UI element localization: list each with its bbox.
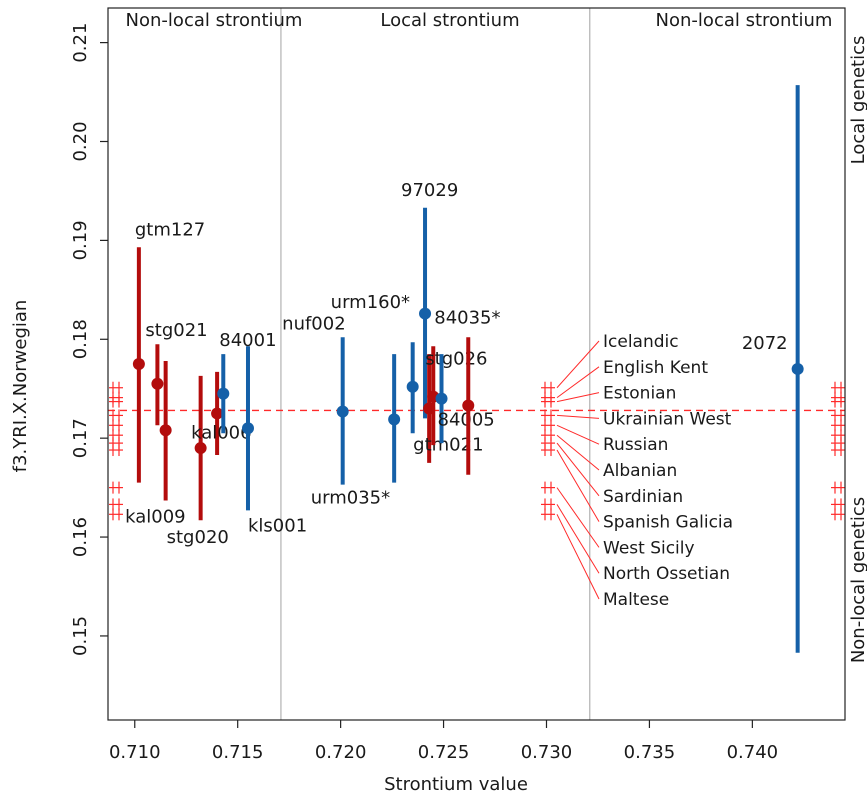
population-labels: Icelandic English Kent Estonian Ukrainian W… [556,332,733,610]
population-leader-line [556,392,600,403]
population-leader-line [556,366,600,399]
genetics-label-local: Local genetics [848,36,867,165]
population-label: Ukrainian West [603,409,732,429]
region-label-nonlocal-left: Non-local strontium [126,10,303,31]
data-point [151,377,164,390]
data-point [462,399,475,412]
y-tick-label: 0.15 [70,616,91,656]
population-label: Estonian [603,384,676,404]
population-leader-line [556,424,600,445]
y-axis: 0.15 0.16 0.17 0.18 0.19 0.20 0.21 [70,23,108,656]
population-leader-line [556,487,600,548]
population-leader-line [556,434,600,471]
data-point [791,362,804,375]
data-point [435,392,448,405]
x-tick-label: 0.720 [315,742,367,763]
data-point [388,413,401,426]
data-point [132,358,145,370]
data-point-label: stg020 [167,527,229,548]
y-tick-label: 0.16 [70,517,91,557]
population-label: English Kent [603,358,708,378]
population-label: West Sicily [603,538,695,558]
x-tick-label: 0.715 [212,742,264,763]
data-point-label: urm160* [331,292,410,313]
data-point-label: stg021 [145,320,207,341]
x-axis: 0.710 0.715 0.720 0.725 0.730 0.735 0.740 [109,720,778,763]
population-label: Russian [603,435,668,455]
data-point [406,380,419,393]
data-point-label: 97029 [401,180,458,201]
x-tick-label: 0.725 [418,742,470,763]
y-tick-label: 0.17 [70,418,91,458]
data-point [159,424,172,437]
population-leader-line [556,449,600,522]
data-point [419,307,432,320]
x-tick-label: 0.735 [624,742,676,763]
population-label: Spanish Galicia [603,513,733,533]
population-leader-line [556,340,600,389]
data-point-label: urm035* [311,488,390,509]
y-tick-label: 0.18 [70,319,91,359]
y-tick-label: 0.21 [70,23,91,63]
data-points: gtm127stg021kal009stg020kal00684001kls00… [125,85,804,653]
x-tick-label: 0.740 [727,742,779,763]
population-leader-line [556,414,600,419]
data-point-label: kal009 [125,506,186,527]
region-label-local: Local strontium [380,10,519,31]
region-boundaries [280,8,591,720]
region-label-nonlocal-right: Non-local strontium [656,10,833,31]
x-axis-title: Strontium value [384,774,528,795]
data-point [241,422,254,435]
data-point-label: gtm021 [413,435,483,456]
data-point [211,407,224,420]
data-point-label: 84005 [438,410,495,431]
y-tick-label: 0.20 [70,121,91,161]
x-tick-label: 0.730 [521,742,573,763]
data-point-label: 2072 [742,333,788,354]
population-leader-line [556,442,600,497]
data-point-label: gtm127 [135,219,205,240]
data-point [217,387,230,400]
data-point-label: 84035* [434,307,500,328]
y-axis-title: f3.YRI.X.Norwegian [10,300,31,473]
population-leader-line [556,514,600,600]
x-tick-label: 0.710 [109,742,161,763]
population-label: Maltese [603,590,669,610]
population-label: North Ossetian [603,564,730,584]
data-point-label: nuf002 [282,313,346,334]
population-label: Icelandic [603,332,679,352]
plot-frame [107,7,846,721]
data-point-label: kls001 [248,515,307,536]
data-point [336,405,349,418]
population-leader-line [556,504,600,574]
data-point [194,442,207,455]
population-label: Sardinian [603,487,683,507]
genetics-label-nonlocal: Non-local genetics [848,497,867,663]
population-ticks [109,381,845,521]
data-point-label: stg026 [425,349,487,370]
y-tick-label: 0.19 [70,220,91,260]
population-label: Albanian [603,461,677,481]
data-point-label: 84001 [219,330,276,351]
